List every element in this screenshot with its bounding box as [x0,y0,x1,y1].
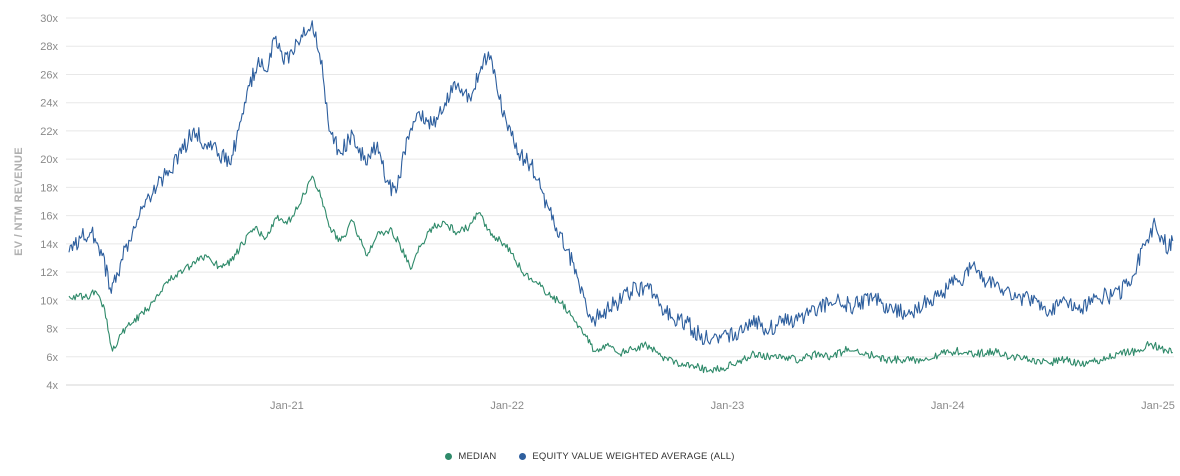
legend-item-median: MEDIAN [445,451,496,462]
y-tick-label: 28x [40,41,58,53]
y-axis-label: EV / NTM REVENUE [13,147,25,256]
median-dot-icon [445,453,453,460]
y-tick-label: 30x [40,13,58,25]
y-tick-label: 26x [40,69,58,81]
y-tick-label: 14x [40,239,58,251]
y-tick-label: 22x [40,126,58,138]
y-tick-label: 4x [46,380,58,392]
weighted-average-series-line [68,20,1174,345]
line-chart: 4x 6x 8x 10x 12x 14x 16x 18x 20x 22x 24x 26x 28x 30x J… [13,13,1175,412]
y-tick-label: 8x [46,324,58,336]
y-tick-label: 20x [40,154,58,166]
y-tick-label: 18x [40,182,58,194]
y-tick-label: 24x [40,98,58,110]
y-tick-label: 10x [40,295,58,307]
legend-item-weighted-average: EQUITY VALUE WEIGHTED AVERAGE (ALL) [519,451,734,462]
x-tick-label: Jan-25 [1141,400,1175,412]
x-tick-label: Jan-21 [270,400,304,412]
weighted-average-dot-icon [519,453,527,460]
median-series-line [68,175,1173,374]
legend-label-median: MEDIAN [458,451,497,462]
legend-label-weighted-average: EQUITY VALUE WEIGHTED AVERAGE (ALL) [532,451,735,462]
legend: MEDIAN EQUITY VALUE WEIGHTED AVERAGE (AL… [0,451,1180,463]
x-tick-label: Jan-22 [490,400,524,412]
y-tick-label: 12x [40,267,58,279]
x-tick-label: Jan-23 [711,400,745,412]
x-tick-label: Jan-24 [931,400,965,412]
y-tick-label: 16x [40,211,58,223]
y-tick-label: 6x [46,352,58,364]
